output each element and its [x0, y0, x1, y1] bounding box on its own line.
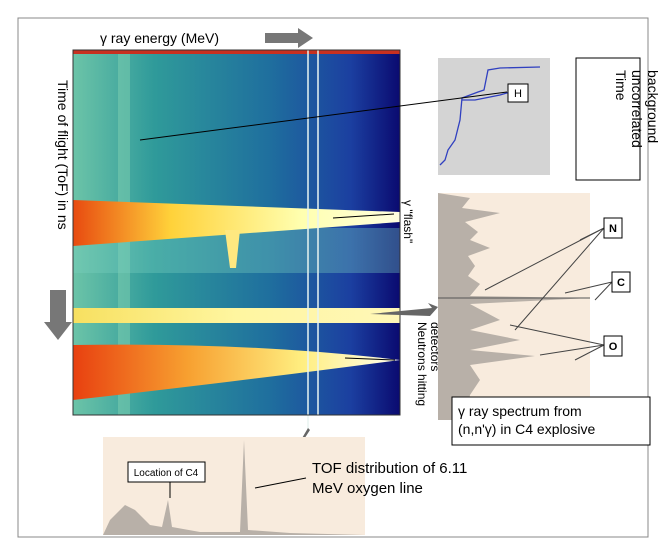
spectrum-panel: N C O — [438, 193, 631, 420]
tof-panel: Location of C4 — [103, 437, 365, 535]
background-box — [575, 57, 641, 181]
background-label: Timeuncorrelatedbackground — [613, 70, 661, 148]
h-label: H — [514, 88, 522, 100]
tof-pointer — [254, 477, 307, 489]
c-label: C — [617, 277, 625, 289]
spectrum-caption-box — [451, 396, 651, 446]
flash-pointer — [332, 213, 395, 219]
flash-label: γ "flash" — [401, 200, 415, 243]
x-axis-label: γ ray energy (MeV) — [100, 30, 219, 46]
x-arrow — [265, 28, 313, 48]
tof-caption: TOF distribution of 6.11 MeV oxygen line — [312, 460, 467, 497]
h-pointer — [139, 91, 508, 141]
y-arrow — [44, 290, 72, 340]
location-label: Location of C4 — [134, 468, 199, 479]
o-label: O — [609, 341, 618, 353]
y-axis-label: Time of flight (ToF) in ns — [55, 80, 71, 230]
spectrum-arrow — [370, 303, 438, 316]
hydrogen-panel: H — [438, 58, 550, 175]
tof-heatmap — [72, 49, 401, 432]
n-label: N — [609, 223, 617, 235]
neutrons-pointer — [344, 357, 396, 361]
spectrum-caption: γ ray spectrum from (n,n'γ) in C4 explosi… — [458, 403, 596, 437]
